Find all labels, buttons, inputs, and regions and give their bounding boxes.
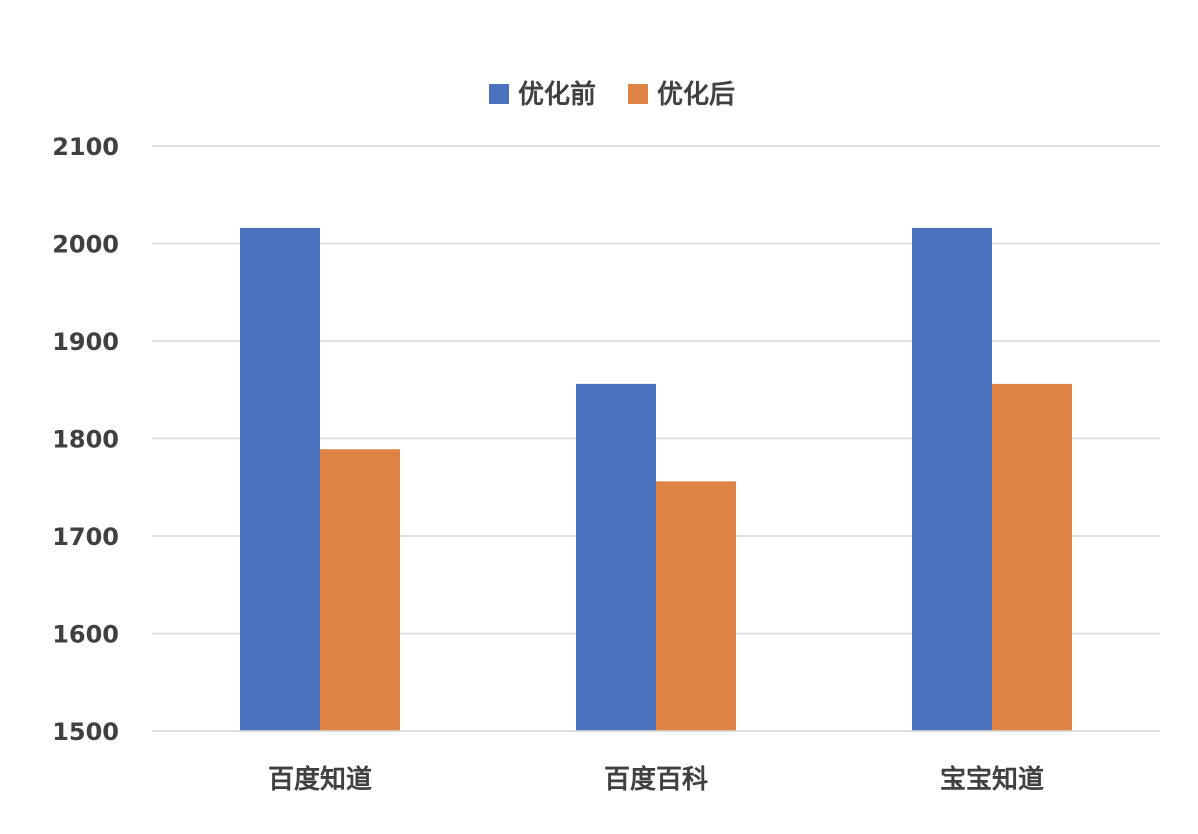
legend-label-1: 优化后	[657, 80, 735, 110]
legend-swatch-0	[489, 84, 509, 104]
bar-before-0	[240, 227, 320, 731]
y-tick-label-1700: 1700	[52, 523, 119, 551]
x-category-label-0: 百度知道	[268, 764, 372, 795]
y-tick-label-1800: 1800	[52, 426, 119, 454]
y-tick-label-1600: 1600	[52, 621, 119, 649]
legend: 优化前 优化后	[489, 79, 735, 110]
bar-after-1	[656, 481, 736, 731]
bar-before-2	[912, 227, 992, 731]
bar-after-0	[320, 449, 400, 731]
y-tick-label-1500: 1500	[52, 718, 119, 746]
y-tick-label-2100: 2100	[52, 133, 119, 161]
y-tick-label-2000: 2000	[52, 231, 119, 259]
bars	[240, 227, 1072, 731]
bar-after-2	[992, 383, 1072, 731]
x-category-label-1: 百度百科	[604, 764, 708, 795]
legend-label-0: 优化前	[518, 79, 596, 110]
x-category-label-2: 宝宝知道	[940, 764, 1044, 795]
y-tick-label-1900: 1900	[52, 328, 119, 356]
x-axis: 百度知道 百度百科 宝宝知道	[152, 730, 1160, 795]
bar-before-1	[576, 383, 656, 731]
legend-swatch-1	[628, 84, 648, 104]
y-axis: 1500 1600 1700 1800 1900 2000 2100	[52, 133, 119, 746]
